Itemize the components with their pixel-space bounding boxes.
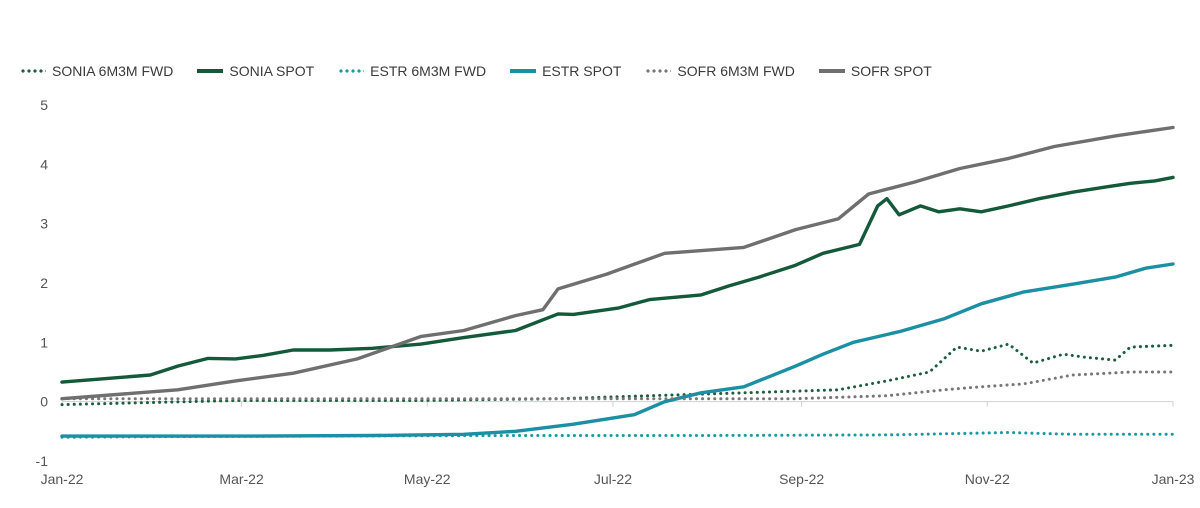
legend-swatch xyxy=(510,69,537,73)
y-tick-label: 1 xyxy=(40,334,48,350)
y-tick-label: 5 xyxy=(40,97,48,113)
series-line-4 xyxy=(60,262,1175,438)
legend-item: SOFR SPOT xyxy=(818,63,932,79)
x-tick-label: May-22 xyxy=(404,471,451,487)
y-tick-label: 2 xyxy=(40,275,48,291)
series-line-6 xyxy=(60,125,1175,401)
legend-item: SONIA SPOT xyxy=(197,63,314,79)
legend-swatch xyxy=(338,69,365,73)
x-tick-label: Nov-22 xyxy=(965,471,1010,487)
legend-swatch xyxy=(818,69,845,73)
x-tick-label: Jan-22 xyxy=(41,471,84,487)
legend-item: ESTR SPOT xyxy=(510,63,621,79)
chart-legend: SONIA 6M3M FWD SONIA SPOT ESTR 6M3M FWD EST… xyxy=(20,60,956,82)
legend-item: SONIA 6M3M FWD xyxy=(20,63,173,79)
legend-item: ESTR 6M3M FWD xyxy=(338,63,486,79)
x-tick-label: Jan-23 xyxy=(1152,471,1195,487)
y-tick-label: -1 xyxy=(36,453,49,469)
y-tick-label: 0 xyxy=(40,394,48,410)
legend-label: SONIA SPOT xyxy=(229,63,315,79)
series-line-1 xyxy=(60,342,1175,407)
legend-label: SONIA 6M3M FWD xyxy=(52,63,174,79)
y-tick-label: 3 xyxy=(40,216,48,232)
x-tick-label: Mar-22 xyxy=(219,471,264,487)
series-line-5 xyxy=(60,370,1175,401)
x-tick-label: Jul-22 xyxy=(594,471,632,487)
legend-swatch xyxy=(645,69,672,73)
y-tick-label: 4 xyxy=(40,156,48,172)
x-tick-label: Sep-22 xyxy=(779,471,824,487)
legend-swatch xyxy=(197,69,224,73)
series-line-2 xyxy=(60,175,1175,384)
legend-label: SOFR SPOT xyxy=(850,63,932,79)
legend-label: ESTR SPOT xyxy=(542,63,622,79)
legend-label: ESTR 6M3M FWD xyxy=(370,63,487,79)
legend-swatch xyxy=(20,69,46,73)
legend-label: SOFR 6M3M FWD xyxy=(677,63,795,79)
legend-item: SOFR 6M3M FWD xyxy=(645,63,795,79)
